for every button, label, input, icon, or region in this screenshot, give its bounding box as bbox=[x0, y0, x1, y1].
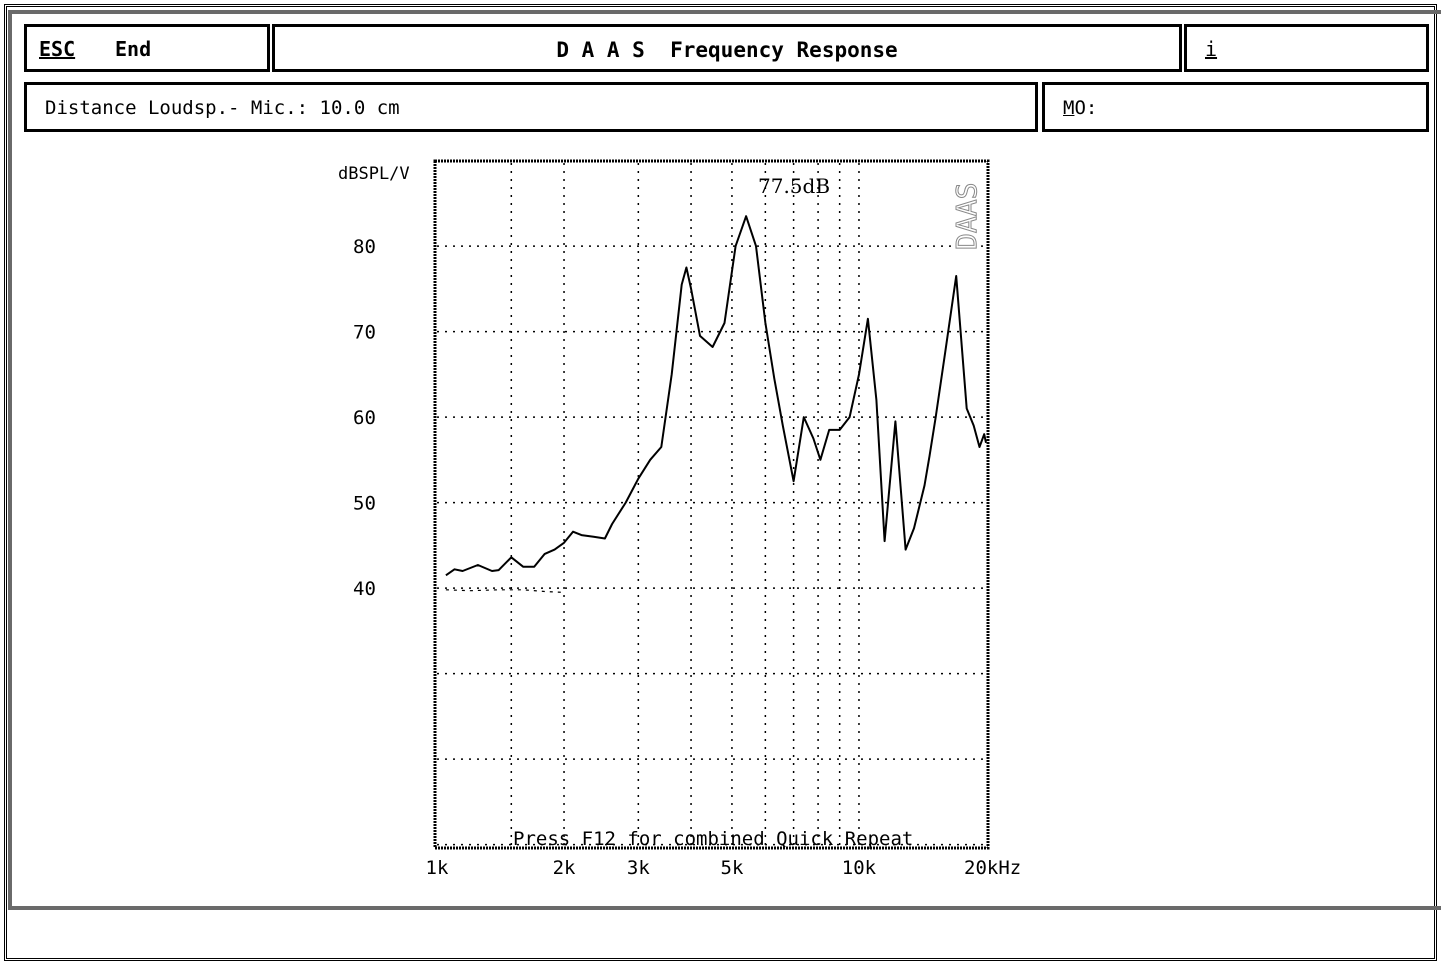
brand-watermark: DAAS bbox=[950, 183, 983, 250]
plot-area-border bbox=[433, 159, 990, 850]
x-tick-label: 10k bbox=[842, 857, 877, 879]
y-tick-label: 80 bbox=[353, 236, 376, 258]
quick-repeat-hint: Press F12 for combined Quick Repeat bbox=[513, 828, 913, 850]
esc-end-button[interactable]: ESC End bbox=[24, 24, 270, 72]
y-axis-label: dBSPL/V bbox=[338, 164, 410, 184]
mo-label-rest: O: bbox=[1074, 97, 1098, 119]
mo-field[interactable]: MO: bbox=[1042, 82, 1429, 132]
window-frame bbox=[4, 4, 1437, 961]
x-tick-label: 2k bbox=[553, 857, 576, 879]
esc-key-label: ESC bbox=[39, 37, 76, 61]
info-icon: i bbox=[1205, 37, 1218, 61]
x-tick-label: 20kHz bbox=[964, 857, 1021, 879]
y-tick-label: 70 bbox=[353, 322, 376, 344]
peak-annotation: 77.5dB bbox=[758, 174, 830, 198]
app-frame bbox=[8, 10, 1441, 910]
response-curve bbox=[445, 215, 987, 577]
y-tick-label: 40 bbox=[353, 578, 376, 600]
title-bar: D A A S Frequency Response bbox=[272, 24, 1182, 72]
page-title: D A A S Frequency Response bbox=[556, 38, 898, 62]
info-button[interactable]: i bbox=[1184, 24, 1429, 72]
mo-label: MO: bbox=[1063, 97, 1097, 119]
distance-field: Distance Loudsp.- Mic.: 10.0 cm bbox=[24, 82, 1038, 132]
x-tick-label: 5k bbox=[721, 857, 744, 879]
x-tick-label: 3k bbox=[627, 857, 650, 879]
x-tick-label: 1k bbox=[426, 857, 449, 879]
mo-label-underlined: M bbox=[1063, 97, 1075, 119]
y-tick-label: 60 bbox=[353, 407, 376, 429]
end-label: End bbox=[115, 37, 152, 61]
distance-text: Distance Loudsp.- Mic.: 10.0 cm bbox=[45, 97, 400, 119]
chart-grid bbox=[437, 163, 986, 846]
faint-reference-curve bbox=[445, 589, 565, 593]
y-tick-label: 50 bbox=[353, 493, 376, 515]
